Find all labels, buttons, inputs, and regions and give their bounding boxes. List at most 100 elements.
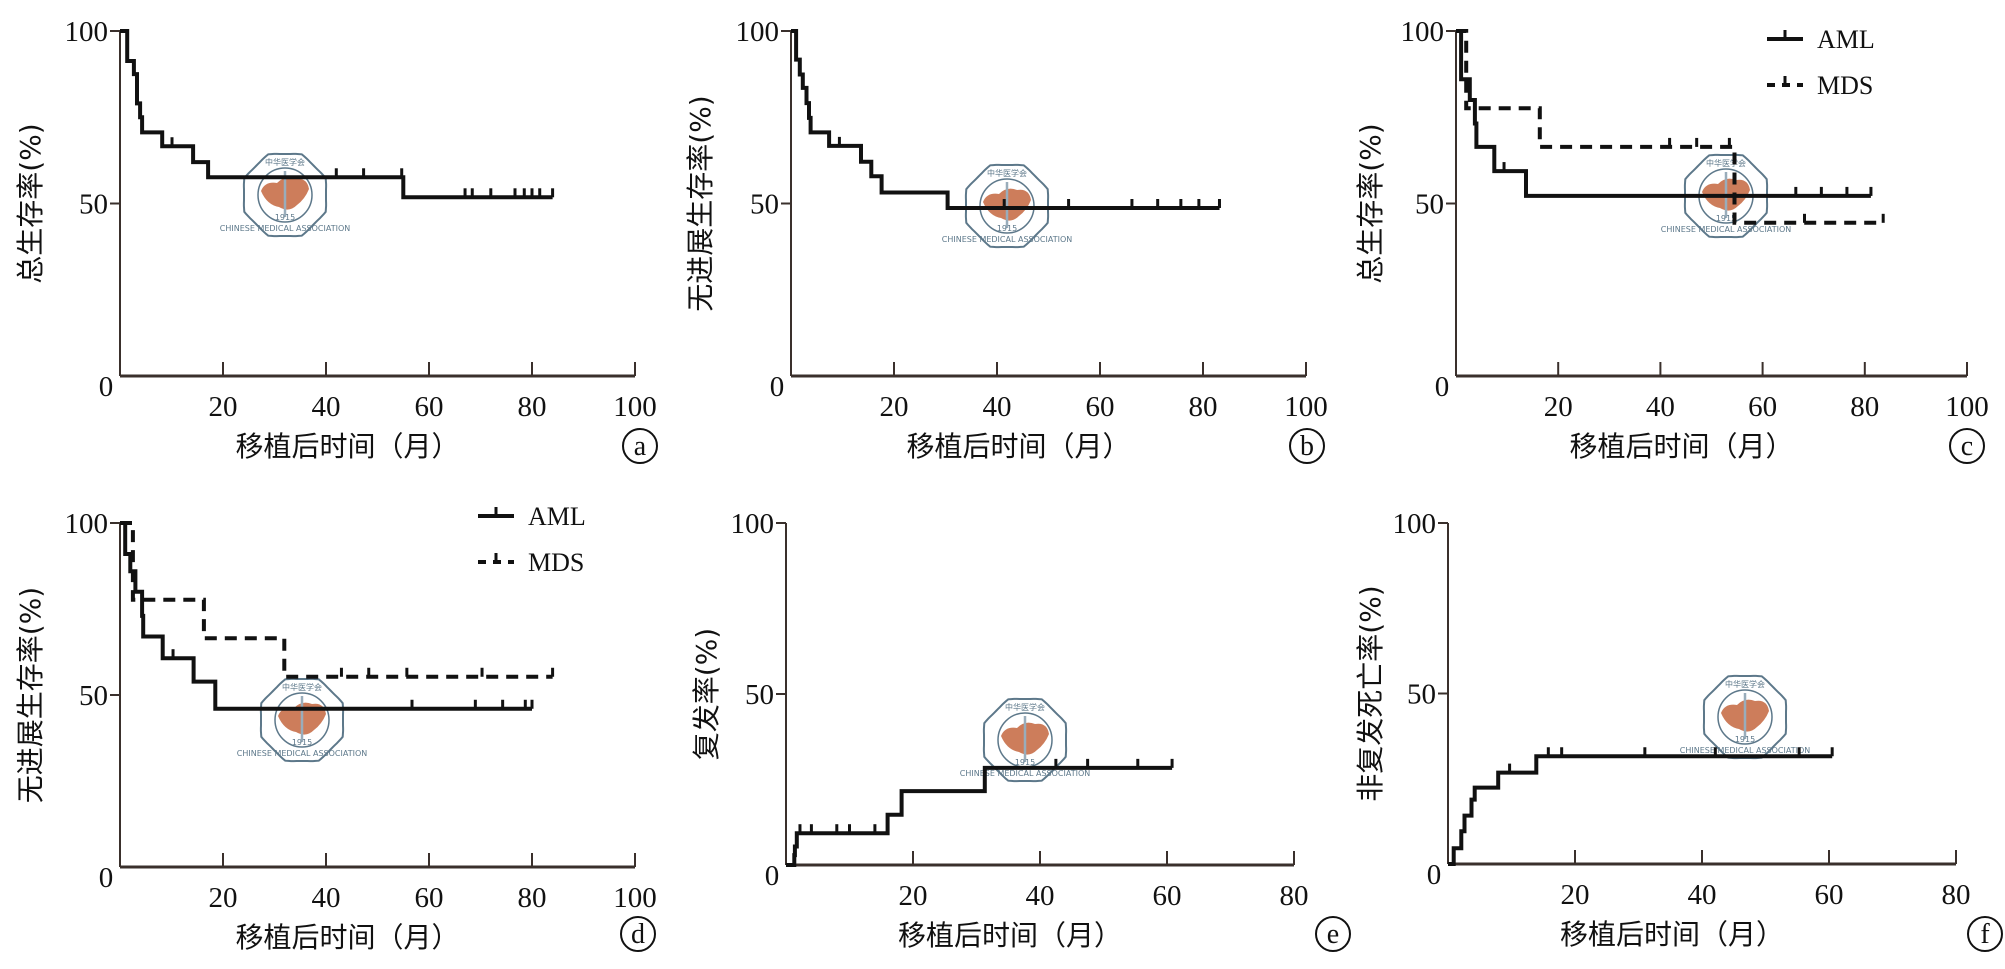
panel-letter-circle [1967,916,2003,952]
y-axis-title: 总生存率(%) [14,123,47,283]
logo-en-text: CHINESE MEDICAL ASSOCIATION [220,224,350,233]
x-tick-label: 20 [880,391,909,423]
panel-letter-circle [1289,428,1325,464]
km-curve-all [791,29,1220,210]
x-tick-label: 40 [312,391,341,423]
logo-year: 1915 [1735,735,1755,744]
panel-letter-circle [1315,916,1351,952]
logo-year: 1915 [292,738,312,747]
legend-label-mds: MDS [528,548,584,577]
y-tick-label: 50 [1415,189,1444,221]
x-axis-title: 移植后时间（月） [1569,430,1793,463]
x-tick-label: 40 [312,882,341,914]
logo-year: 1915 [997,224,1017,233]
logo-en-text: CHINESE MEDICAL ASSOCIATION [237,749,367,758]
x-tick-label: 0 [99,371,114,403]
y-tick-label: 50 [750,189,779,221]
cma-logo-watermark: 中华医学会 CHINESE MEDICAL ASSOCIATION 1915 [220,152,350,238]
km-curve-aml [120,521,532,711]
legend-label-mds: MDS [1817,71,1873,100]
x-tick-label: 80 [1189,391,1218,423]
logo-inner-ring [1717,689,1773,745]
x-tick-label: 80 [518,391,547,423]
panel-c: 中华医学会 CHINESE MEDICAL ASSOCIATION 1915 0 20 4… [1354,16,1989,464]
logo-cn-text: 中华医学会 [987,168,1027,178]
panel-b: 中华医学会 CHINESE MEDICAL ASSOCIATION 1915 0 20 4… [684,16,1328,464]
panel-a: 中华医学会 CHINESE MEDICAL ASSOCIATION 1915 0 20 4… [14,16,658,464]
x-tick-label: 100 [613,391,657,423]
x-tick-label: 100 [613,882,657,914]
logo-inner-ring [274,692,330,748]
x-tick-label: 40 [983,391,1012,423]
y-tick-label: 50 [79,189,108,221]
x-tick-label: 0 [99,862,114,894]
panel-letter: a [634,431,647,462]
logo-en-text: CHINESE MEDICAL ASSOCIATION [960,769,1090,778]
y-tick-label: 100 [731,508,775,540]
x-tick-label: 60 [1815,879,1844,911]
x-tick-label: 40 [1646,391,1675,423]
logo-year: 1915 [275,213,295,222]
panel-letter-circle [622,428,658,464]
km-curve-aml [1456,29,1871,198]
x-tick-label: 60 [415,391,444,423]
y-tick-label: 50 [1407,679,1436,711]
x-tick-label: 20 [209,391,238,423]
y-axis-title: 复发率(%) [690,628,723,760]
logo-year: 1915 [1716,214,1736,223]
y-tick-label: 100 [736,16,780,48]
x-tick-label: 20 [1561,879,1590,911]
x-tick-label: 100 [1284,391,1328,423]
x-tick-label: 0 [770,371,785,403]
logo-cn-text: 中华医学会 [265,157,305,167]
y-tick-label: 100 [1401,16,1445,48]
panel-f: 中华医学会 CHINESE MEDICAL ASSOCIATION 1915 0 20 4… [1354,508,2003,952]
y-axis-title: 非复发死亡率(%) [1354,585,1387,801]
legend-label-aml: AML [528,502,586,531]
logo-en-text: CHINESE MEDICAL ASSOCIATION [942,235,1072,244]
y-axis-title: 无进展生存率(%) [14,587,47,803]
panel-letter: e [1327,919,1339,950]
logo-inner-ring [257,167,313,223]
logo-cn-text: 中华医学会 [1005,702,1045,712]
x-axis-title: 移植后时间（月） [898,919,1122,952]
logo-cn-text: 中华医学会 [282,682,322,692]
km-curve-mds [1456,29,1884,225]
km-curve-all [786,765,1173,867]
panel-e: 中华医学会 CHINESE MEDICAL ASSOCIATION 1915 0 20 4… [690,508,1351,952]
panel-letter: b [1300,431,1314,462]
x-tick-label: 20 [1544,391,1573,423]
x-tick-label: 40 [1688,879,1717,911]
x-tick-label: 0 [765,860,780,892]
km-curve-all [1448,754,1833,866]
x-tick-label: 80 [1942,879,1971,911]
panel-letter: c [1961,431,1973,462]
logo-cn-text: 中华医学会 [1706,158,1746,168]
y-tick-label: 100 [65,508,109,540]
x-tick-label: 0 [1427,859,1442,891]
panel-d: 中华医学会 CHINESE MEDICAL ASSOCIATION 1915 0 20 4… [14,502,657,954]
x-tick-label: 100 [1945,391,1989,423]
x-axis-title: 移植后时间（月） [235,921,459,954]
y-axis-title: 总生存率(%) [1354,123,1387,283]
x-tick-label: 60 [1153,880,1182,912]
x-axis-title: 移植后时间（月） [906,430,1130,463]
x-tick-label: 20 [899,880,928,912]
y-tick-label: 50 [79,680,108,712]
x-tick-label: 60 [1748,391,1777,423]
y-tick-label: 50 [745,679,774,711]
x-tick-label: 0 [1435,371,1450,403]
cma-logo-watermark: 中华医学会 CHINESE MEDICAL ASSOCIATION 1915 [960,697,1090,783]
x-tick-label: 80 [1850,391,1879,423]
logo-year: 1915 [1015,758,1035,767]
cma-logo-watermark: 中华医学会 CHINESE MEDICAL ASSOCIATION 1915 [1680,674,1810,760]
x-tick-label: 20 [209,882,238,914]
km-curve-all [120,29,553,200]
x-tick-label: 80 [518,882,547,914]
logo-en-text: CHINESE MEDICAL ASSOCIATION [1661,225,1791,234]
km-curve-mds [120,521,553,679]
x-tick-label: 80 [1280,880,1309,912]
cma-logo-watermark: 中华医学会 CHINESE MEDICAL ASSOCIATION 1915 [237,677,367,763]
panel-letter-circle [1949,428,1985,464]
